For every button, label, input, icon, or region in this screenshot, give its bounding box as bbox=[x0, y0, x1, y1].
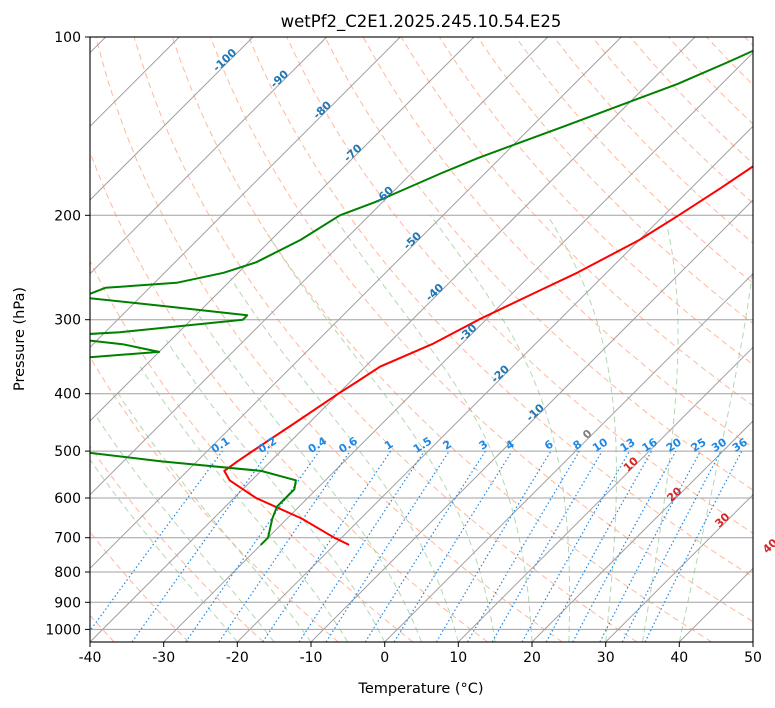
mixing-ratio-line bbox=[131, 450, 270, 642]
plot-frame bbox=[89, 36, 754, 643]
y-tick-label: 700 bbox=[54, 531, 81, 547]
isotherm-line bbox=[384, 272, 753, 642]
moist-adiabat-line bbox=[139, 366, 349, 642]
isotherm-line bbox=[90, 37, 622, 570]
moist-adiabat-line bbox=[95, 415, 275, 642]
x-tick-label: 40 bbox=[670, 650, 688, 666]
dry-adiabat-line bbox=[90, 259, 414, 642]
x-tick-label: -20 bbox=[226, 650, 249, 666]
isotherm-line bbox=[90, 37, 549, 496]
y-tick-label: 1000 bbox=[45, 622, 81, 638]
moist-adiabat-line bbox=[678, 264, 753, 642]
y-tick-label: 600 bbox=[54, 491, 81, 507]
mixing-ratio-line bbox=[185, 450, 320, 642]
moist-adiabat-line bbox=[266, 233, 496, 642]
dry-adiabat-line bbox=[515, 37, 753, 284]
moist-adiabat-line bbox=[230, 277, 459, 642]
dry-adiabat-line bbox=[90, 356, 339, 642]
moist-adiabat-line bbox=[430, 215, 571, 642]
moist-adiabat-line bbox=[90, 458, 238, 642]
dry-adiabat-line bbox=[248, 37, 753, 578]
dry-adiabat-line bbox=[95, 37, 563, 642]
y-tick-label: 100 bbox=[54, 30, 81, 46]
chart-title: wetPf2_C2E1.2025.245.10.54.E25 bbox=[281, 12, 562, 32]
x-tick-label: 0 bbox=[380, 650, 389, 666]
mixing-ratio-line bbox=[393, 450, 513, 642]
mixing-ratio-line bbox=[325, 450, 450, 642]
isotherm-line bbox=[457, 346, 753, 642]
isotherm-line bbox=[90, 37, 254, 201]
x-tick-label: 50 bbox=[744, 650, 762, 666]
moist-adiabat-line bbox=[165, 340, 386, 642]
y-axis-label: Pressure (hPa) bbox=[12, 287, 28, 391]
dry-adiabat-line bbox=[171, 37, 712, 642]
y-tick-label: 500 bbox=[54, 444, 81, 460]
dry-adiabat-line bbox=[133, 37, 638, 642]
y-tick-label: 900 bbox=[54, 595, 81, 611]
y-tick-label: 300 bbox=[54, 313, 81, 329]
mixing-ratio-line bbox=[298, 450, 425, 642]
dewpoint-profile-line bbox=[90, 49, 753, 546]
y-tick-label: 800 bbox=[54, 565, 81, 581]
isotherm-line bbox=[90, 37, 475, 422]
dry-adiabat-line bbox=[286, 37, 753, 534]
mixing-ratio-line bbox=[262, 450, 392, 642]
mixing-ratio-line bbox=[644, 450, 743, 642]
moist-adiabat-line bbox=[195, 310, 422, 642]
x-tick-label: 20 bbox=[523, 650, 541, 666]
isotherm-line bbox=[90, 37, 401, 349]
isotherm-line bbox=[531, 420, 753, 642]
mixing-ratio-line bbox=[90, 450, 223, 632]
dry-adiabat-line bbox=[324, 37, 753, 491]
y-tick-label: 400 bbox=[54, 387, 81, 403]
sounding-profiles bbox=[90, 49, 753, 546]
mixing-ratio-line bbox=[545, 450, 653, 642]
axis-ticks: -40 -30 -20 -10 0 10 20 30 40 50 100 200 300 400 500 60… bbox=[45, 30, 762, 666]
moist-adiabat-line bbox=[332, 215, 533, 642]
background-lines bbox=[90, 37, 753, 642]
temperature-profile-line bbox=[223, 165, 753, 546]
y-tick-label: 200 bbox=[54, 208, 81, 224]
isotherm-line bbox=[90, 37, 328, 275]
dry-adiabat-line bbox=[90, 445, 264, 642]
dry-adiabat-line bbox=[210, 37, 753, 623]
moist-adiabat-line bbox=[547, 215, 617, 642]
x-tick-label: 30 bbox=[597, 650, 615, 666]
x-tick-label: 10 bbox=[449, 650, 467, 666]
isotherm-line bbox=[310, 199, 753, 642]
moist-adiabat-line bbox=[642, 215, 679, 642]
x-axis-label: Temperature (°C) bbox=[357, 681, 483, 697]
isotherm-line bbox=[605, 493, 753, 642]
mixing-ratio-line bbox=[521, 450, 631, 642]
x-tick-label: -10 bbox=[300, 650, 323, 666]
isotherm-line bbox=[236, 125, 753, 642]
mixing-ratio-line bbox=[218, 450, 351, 642]
moist-adiabat-line bbox=[115, 390, 312, 642]
isotherm-line bbox=[90, 37, 696, 642]
mixing-ratio-line bbox=[572, 450, 677, 642]
x-tick-label: -40 bbox=[79, 650, 102, 666]
x-tick-label: -30 bbox=[152, 650, 175, 666]
